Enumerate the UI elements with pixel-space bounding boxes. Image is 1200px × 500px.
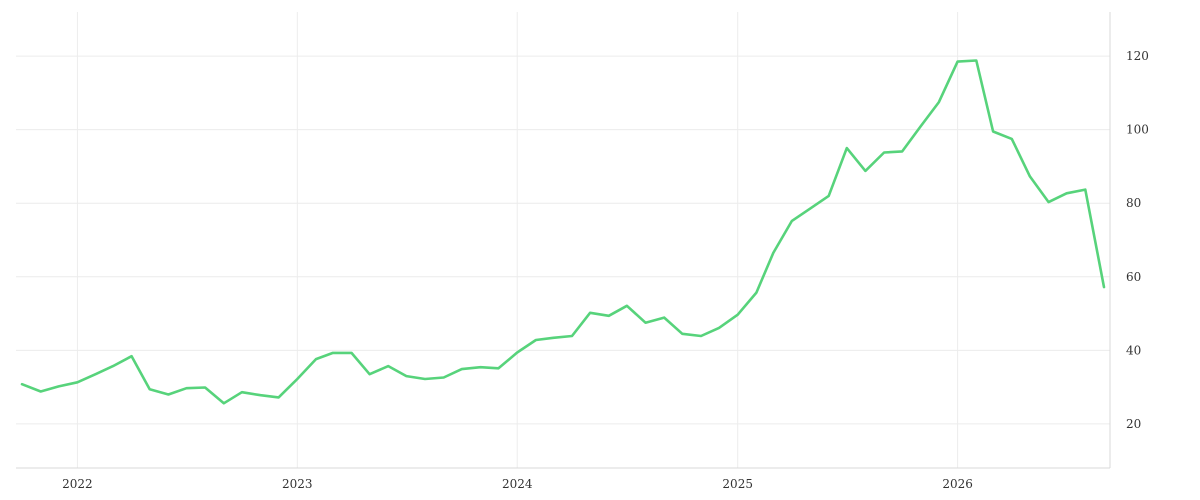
y-tick-label: 60	[1126, 270, 1141, 284]
x-gridlines	[76, 12, 959, 468]
x-tick-label: 2022	[62, 477, 93, 491]
y-gridlines	[16, 55, 1110, 425]
x-tick-labels: 2022 2023 2024 2025 2026	[62, 477, 973, 491]
y-tick-label: 120	[1126, 49, 1149, 63]
x-tick-label: 2025	[722, 477, 753, 491]
series-line	[20, 59, 1106, 405]
y-tick-label: 20	[1126, 417, 1141, 431]
y-tick-label: 100	[1126, 123, 1149, 137]
x-tick-label: 2026	[942, 477, 973, 491]
y-tick-labels: 20 40 60 80 100 120	[1126, 49, 1149, 431]
y-tick-label: 40	[1126, 343, 1141, 357]
x-tick-label: 2023	[282, 477, 313, 491]
y-tick-label: 80	[1126, 196, 1141, 210]
series-group	[20, 59, 1106, 405]
x-tick-label: 2024	[502, 477, 533, 491]
